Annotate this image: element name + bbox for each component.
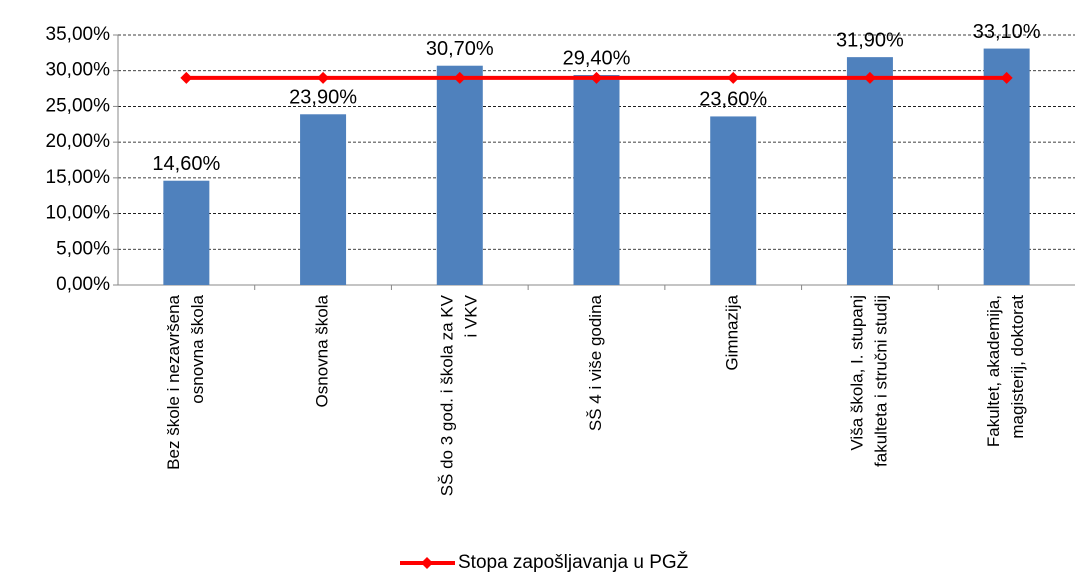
line-marker <box>727 71 740 84</box>
y-tick-label: 10,00% <box>46 203 111 224</box>
x-tick-label: SŠ do 3 god. i škola za KV <box>437 294 456 496</box>
x-tick-label: Viša škola, I. stupanj <box>847 295 866 451</box>
line-marker <box>317 71 330 84</box>
data-label: 33,10% <box>973 21 1041 43</box>
x-tick-label: Gimnazija <box>723 294 742 370</box>
x-tick-label: Bez škole i nezavršena <box>164 294 183 469</box>
bar <box>710 116 757 285</box>
line-marker <box>453 71 466 84</box>
x-tick-label: osnovna škola <box>188 294 207 403</box>
y-tick-label: 20,00% <box>46 131 111 152</box>
x-tick-label: magisterij, doktorat <box>1008 295 1027 439</box>
x-tick-label: i VKV <box>461 294 480 337</box>
y-tick-label: 0,00% <box>56 274 110 295</box>
data-label: 14,60% <box>152 153 220 175</box>
line-marker <box>590 71 603 84</box>
line-marker <box>863 71 876 84</box>
x-tick-label: SŠ 4 i više godina <box>586 294 605 431</box>
x-tick-label: fakulteta i stručni studij <box>871 295 890 467</box>
data-label: 30,70% <box>426 38 494 60</box>
line-marker <box>1000 71 1013 84</box>
x-tick-label: Fakultet, akademija, <box>984 295 1003 447</box>
data-label: 29,40% <box>563 47 631 69</box>
legend-marker <box>421 557 433 569</box>
bar <box>573 75 620 285</box>
y-tick-label: 30,00% <box>46 60 111 81</box>
legend-label: Stopa zapošljavanja u PGŽ <box>458 551 689 573</box>
y-tick-label: 15,00% <box>46 167 111 188</box>
bar <box>983 48 1030 286</box>
data-label: 23,60% <box>699 89 767 111</box>
y-tick-label: 35,00% <box>46 24 111 45</box>
bar <box>300 114 347 286</box>
data-label: 31,90% <box>836 29 904 51</box>
line-marker <box>180 71 193 84</box>
bar <box>846 57 893 286</box>
y-tick-label: 25,00% <box>46 95 111 116</box>
data-label: 23,90% <box>289 87 357 109</box>
y-tick-label: 5,00% <box>56 238 110 259</box>
bar <box>436 65 483 285</box>
x-tick-label: Osnovna škola <box>313 294 332 407</box>
bar <box>163 180 210 285</box>
